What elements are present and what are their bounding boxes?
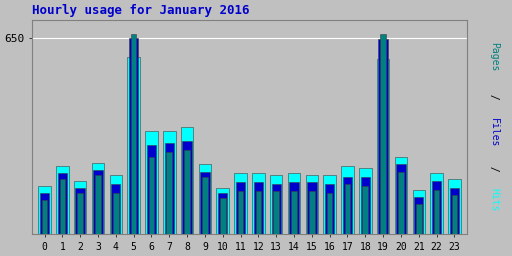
Bar bbox=[289, 182, 298, 256]
Bar bbox=[254, 182, 263, 256]
Bar bbox=[166, 152, 172, 256]
Bar bbox=[218, 193, 227, 256]
Bar bbox=[40, 193, 49, 256]
Bar bbox=[182, 141, 192, 256]
Bar bbox=[398, 172, 404, 256]
Bar bbox=[59, 179, 65, 256]
Bar bbox=[234, 173, 247, 256]
Bar bbox=[199, 165, 211, 256]
Bar bbox=[75, 188, 85, 256]
Bar bbox=[359, 168, 372, 256]
Text: Hits: Hits bbox=[489, 188, 499, 211]
Bar bbox=[93, 170, 103, 256]
Bar bbox=[202, 177, 208, 256]
Bar bbox=[92, 163, 104, 256]
Bar bbox=[309, 191, 315, 256]
Bar bbox=[127, 57, 140, 256]
Bar bbox=[164, 143, 174, 256]
Bar bbox=[236, 182, 245, 256]
Bar bbox=[345, 184, 350, 256]
Bar bbox=[200, 172, 209, 256]
Bar bbox=[41, 200, 47, 256]
Bar bbox=[220, 198, 226, 256]
Bar bbox=[77, 193, 83, 256]
Bar bbox=[324, 175, 336, 256]
Bar bbox=[362, 186, 368, 256]
Text: Files: Files bbox=[489, 119, 499, 148]
Bar bbox=[58, 173, 67, 256]
Bar bbox=[288, 173, 300, 256]
Bar bbox=[145, 131, 158, 256]
Bar bbox=[95, 175, 101, 256]
Bar bbox=[416, 204, 421, 256]
Bar bbox=[413, 189, 425, 256]
Bar bbox=[113, 193, 119, 256]
Bar bbox=[38, 186, 51, 256]
Bar bbox=[273, 191, 279, 256]
Bar bbox=[431, 173, 443, 256]
Bar bbox=[291, 191, 297, 256]
Bar bbox=[184, 150, 190, 256]
Bar bbox=[343, 177, 352, 256]
Bar bbox=[252, 173, 265, 256]
Bar bbox=[378, 39, 388, 256]
Bar bbox=[434, 189, 439, 256]
Bar bbox=[452, 195, 457, 256]
Text: Pages: Pages bbox=[489, 42, 499, 71]
Bar bbox=[255, 191, 261, 256]
Bar bbox=[181, 127, 194, 256]
Text: /: / bbox=[489, 89, 499, 106]
Bar bbox=[110, 175, 122, 256]
Bar bbox=[341, 166, 354, 256]
Bar bbox=[270, 175, 283, 256]
Bar bbox=[147, 145, 156, 256]
Bar bbox=[74, 180, 87, 256]
Bar bbox=[306, 175, 318, 256]
Bar bbox=[163, 131, 176, 256]
Bar bbox=[327, 193, 332, 256]
Bar bbox=[450, 188, 459, 256]
Bar bbox=[377, 59, 389, 256]
Bar bbox=[238, 191, 243, 256]
Bar bbox=[56, 166, 69, 256]
Bar bbox=[148, 157, 154, 256]
Text: Hourly usage for January 2016: Hourly usage for January 2016 bbox=[32, 4, 249, 17]
Bar bbox=[395, 157, 407, 256]
Bar bbox=[380, 34, 386, 256]
Text: /: / bbox=[489, 160, 499, 178]
Bar bbox=[360, 177, 370, 256]
Bar bbox=[325, 184, 334, 256]
Bar bbox=[414, 197, 423, 256]
Bar bbox=[111, 184, 120, 256]
Bar bbox=[307, 182, 316, 256]
Bar bbox=[396, 165, 406, 256]
Bar bbox=[217, 188, 229, 256]
Bar bbox=[129, 38, 138, 256]
Bar bbox=[448, 179, 461, 256]
Bar bbox=[432, 180, 441, 256]
Bar bbox=[271, 184, 281, 256]
Bar bbox=[131, 34, 136, 256]
